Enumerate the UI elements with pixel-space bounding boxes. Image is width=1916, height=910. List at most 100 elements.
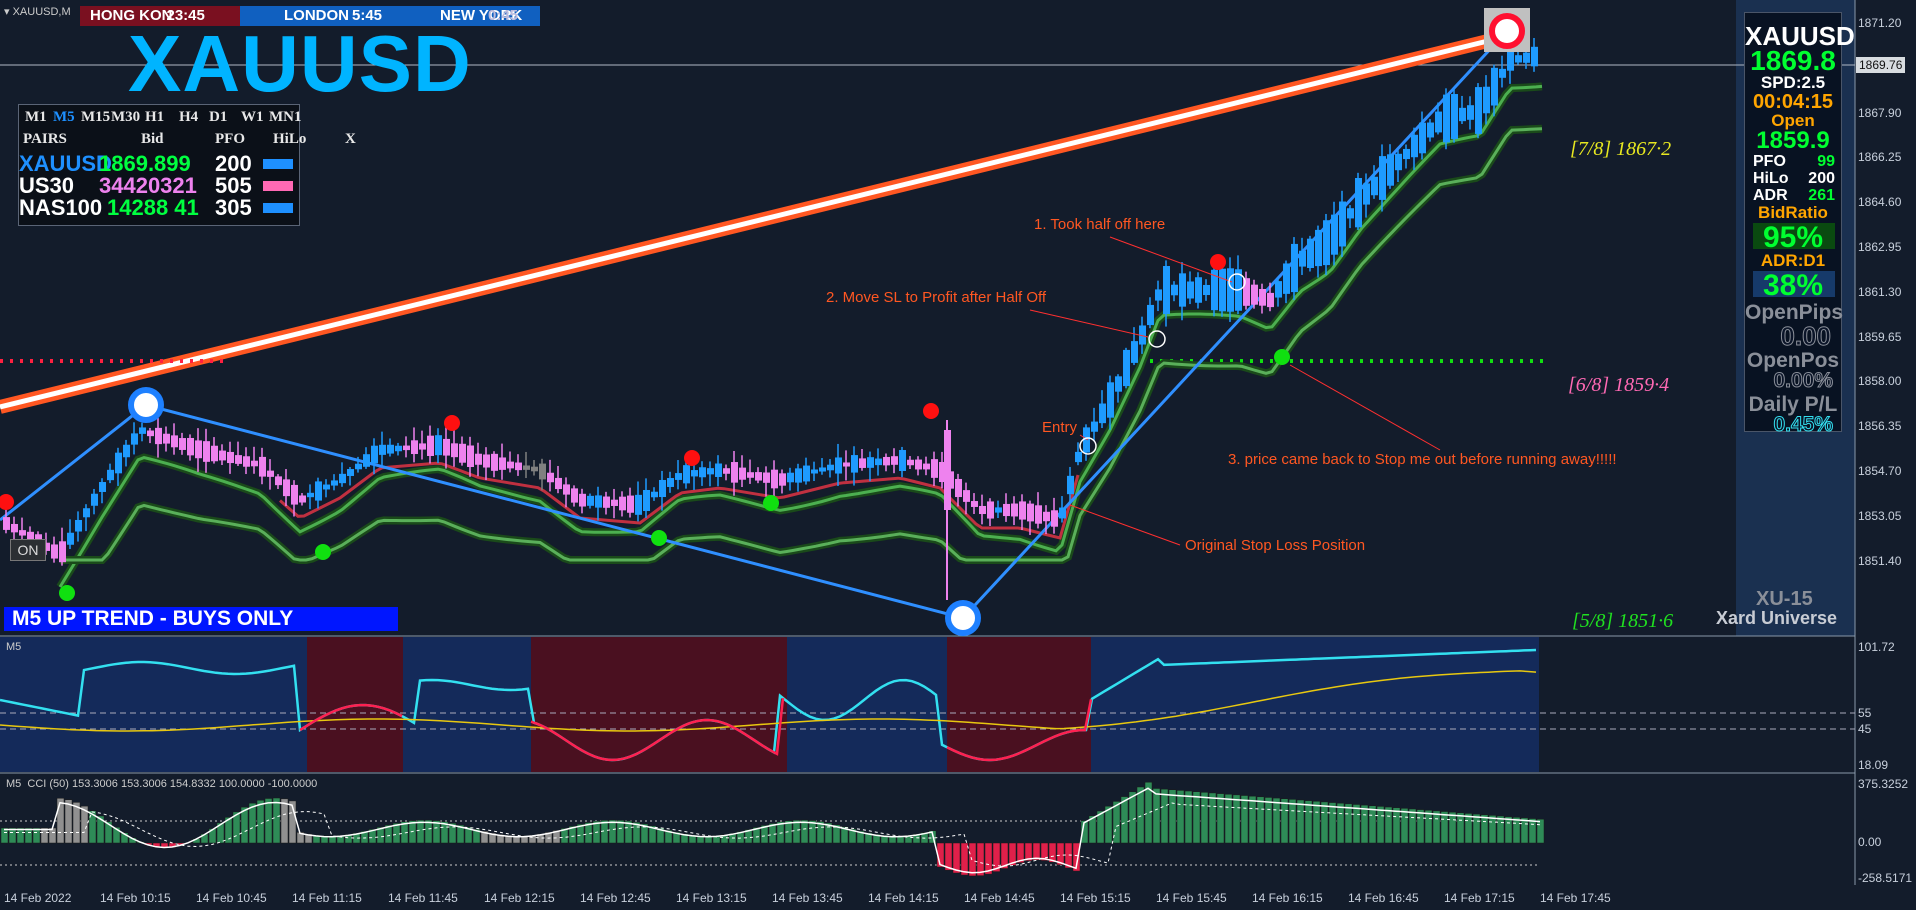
trend-banner: M5 UP TREND - BUYS ONLY	[4, 607, 398, 631]
ind1-axis-top: 101.72	[1858, 640, 1895, 654]
candle	[211, 437, 218, 464]
pair-name[interactable]: US30	[19, 173, 75, 198]
info-adr-d1-value: 38%	[1762, 269, 1824, 302]
candle	[1107, 375, 1114, 430]
candle	[1099, 390, 1106, 429]
candle	[1291, 237, 1298, 301]
candle	[235, 441, 242, 466]
candle	[1483, 75, 1490, 125]
time-tick: 14 Feb 15:45	[1156, 891, 1227, 905]
moving-averages	[56, 82, 1543, 590]
candle	[1459, 95, 1466, 124]
timeframe-m1[interactable]: M1	[25, 109, 47, 125]
indicator2-label: M5 CCI (50) 153.3006 153.3006 154.8332 1…	[6, 778, 318, 790]
info-open-pos-label: OpenPos	[1746, 349, 1840, 372]
time-tick: 14 Feb 16:15	[1252, 891, 1323, 905]
time-tick: 14 Feb 10:45	[196, 891, 267, 905]
candle	[995, 500, 1002, 519]
info-timer: 00:04:15	[1752, 91, 1834, 113]
pair-name[interactable]: XAUUSD	[19, 151, 112, 176]
candle	[1243, 271, 1250, 310]
candle	[1259, 283, 1266, 314]
indicator1-lines	[0, 648, 1537, 762]
timeframe-m15[interactable]: M15	[81, 109, 111, 125]
pair-name[interactable]: NAS100	[19, 195, 103, 220]
timeframe-m30[interactable]: M30	[111, 109, 141, 125]
timeframe-m5[interactable]: M5	[53, 109, 75, 125]
candle	[883, 453, 890, 472]
candle	[619, 491, 626, 517]
header-bid: Bid	[141, 131, 164, 147]
candle	[971, 493, 978, 514]
candle	[1379, 144, 1386, 212]
info-spread: SPD:2.5	[1760, 73, 1826, 92]
timeframe-h4[interactable]: H4	[179, 109, 199, 125]
candle	[675, 460, 682, 490]
tab-dropdown-icon[interactable]: ▾	[4, 6, 10, 18]
candle	[427, 425, 434, 464]
candle	[1043, 505, 1050, 535]
symbol-tab[interactable]: ▾ XAUUSD,M	[4, 6, 71, 18]
candle	[99, 478, 106, 504]
pair-hilo: 305	[215, 195, 252, 220]
candle	[643, 478, 650, 518]
candle	[715, 455, 722, 487]
timeframe-d1[interactable]: D1	[209, 109, 228, 125]
swing-markers	[128, 8, 1530, 636]
candle	[1403, 144, 1410, 169]
annotation-move-sl: 2. Move SL to Profit after Half Off	[826, 289, 1047, 306]
on-toggle-button[interactable]: ON	[10, 539, 46, 561]
candle	[579, 488, 586, 514]
candle	[1155, 280, 1162, 312]
pair-trend-badge	[263, 181, 293, 191]
time-tick: 14 Feb 14:15	[868, 891, 939, 905]
candle	[875, 448, 882, 476]
info-daily-pl-label: Daily P/L	[1748, 393, 1838, 416]
candle	[587, 493, 594, 509]
candle	[827, 459, 834, 478]
timeframe-mn1[interactable]: MN1	[269, 109, 302, 125]
murrey-5-8: [5/8] 1851·6	[1572, 610, 1674, 632]
price-tick: 1859.65	[1858, 329, 1902, 344]
candle	[987, 498, 994, 526]
candle	[603, 491, 610, 515]
candle	[843, 450, 850, 481]
info-hilo: HiLo 200	[1753, 170, 1835, 187]
candle	[1443, 88, 1450, 150]
cci-axis-bottom: -258.5171	[1858, 871, 1913, 885]
timeframe-h1[interactable]: H1	[145, 109, 165, 125]
candle	[931, 451, 938, 487]
candle	[1363, 173, 1370, 218]
info-daily-pl-value: 0.45%	[1773, 413, 1834, 437]
candle	[323, 479, 330, 498]
candle	[611, 488, 618, 519]
candle	[771, 460, 778, 497]
candle	[651, 487, 658, 501]
cci-axis-zero: 0.00	[1858, 835, 1882, 849]
candle	[1323, 213, 1330, 276]
candle	[819, 458, 826, 475]
timeframe-w1[interactable]: W1	[241, 109, 264, 125]
candle	[899, 446, 906, 478]
candle	[867, 451, 874, 482]
close-x-button[interactable]: X	[345, 131, 356, 147]
candle	[963, 482, 970, 515]
candle	[923, 456, 930, 476]
candle	[915, 456, 922, 476]
trendline-channel[interactable]	[0, 31, 1502, 414]
candle	[1451, 89, 1458, 143]
candle	[1171, 281, 1178, 302]
candle	[1411, 127, 1418, 171]
candle	[467, 436, 474, 477]
annotation-original-stop: Original Stop Loss Position	[1185, 537, 1366, 554]
candle	[531, 460, 538, 476]
price-tick: 1856.35	[1858, 419, 1902, 434]
candle	[1091, 407, 1098, 442]
pair-trend-badge	[263, 203, 293, 213]
price-tick: 1862.95	[1858, 240, 1902, 254]
candle	[11, 516, 18, 541]
price-tick: 1871.20	[1858, 16, 1902, 30]
candle	[123, 439, 130, 467]
candle	[1427, 119, 1434, 142]
candle	[1067, 466, 1074, 504]
